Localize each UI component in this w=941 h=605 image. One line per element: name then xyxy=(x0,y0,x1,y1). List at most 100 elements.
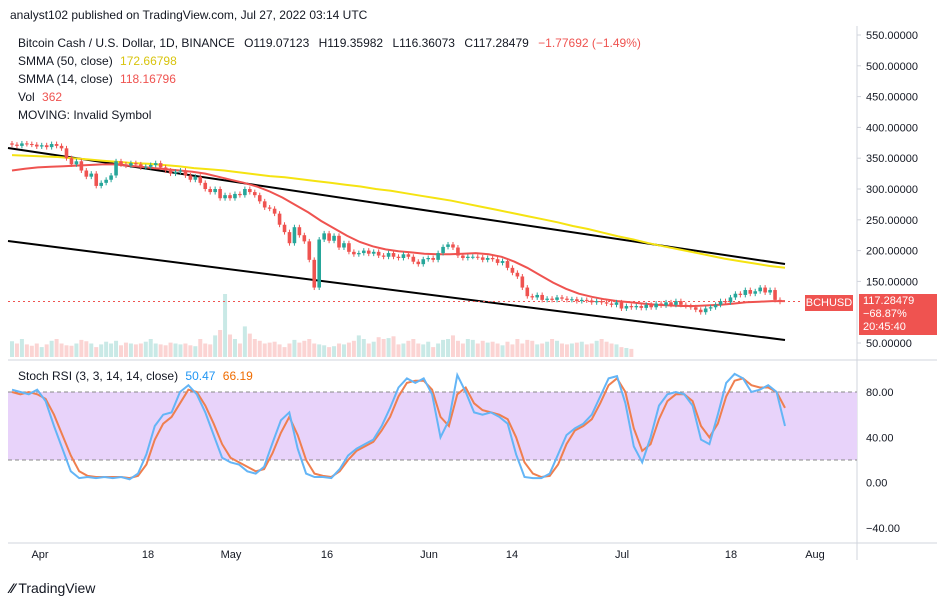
candle-body xyxy=(44,145,49,148)
candle-body xyxy=(485,257,490,260)
candle-body xyxy=(748,290,753,294)
candle-body xyxy=(589,300,594,303)
volume-bar xyxy=(599,339,604,357)
candle-body xyxy=(560,297,564,299)
candle-body xyxy=(114,161,118,176)
price-tick-label: 550.00000 xyxy=(866,30,918,42)
candle-body xyxy=(703,308,708,313)
volume-bar xyxy=(441,339,446,357)
candle-body xyxy=(555,297,559,300)
volume-bar xyxy=(64,345,69,357)
smma14-value: 118.16796 xyxy=(120,72,176,86)
candle-body xyxy=(575,299,579,302)
volume-bar xyxy=(485,342,490,357)
candle-body xyxy=(713,304,718,308)
volume-bar xyxy=(218,330,223,357)
candle-body xyxy=(634,306,639,308)
volume-bar xyxy=(19,339,24,357)
tradingview-icon: ⁄⁄ xyxy=(10,580,15,596)
volume-bar xyxy=(540,343,545,357)
volume-bar xyxy=(262,343,267,357)
volume-bar xyxy=(356,335,361,357)
volume-bar xyxy=(178,344,183,357)
candle-body xyxy=(679,301,683,305)
candle-body xyxy=(124,164,128,166)
stoch-rsi-label: Stoch RSI (3, 3, 14, 14, close) xyxy=(18,369,179,383)
volume-bar xyxy=(515,339,520,357)
symbol-title: Bitcoin Cash / U.S. Dollar, 1D, BINANCE xyxy=(18,36,235,50)
candle-body xyxy=(99,182,103,186)
pct-change: −68.87% xyxy=(863,308,907,320)
candle-body xyxy=(347,243,351,252)
candle-body xyxy=(614,302,619,305)
volume-bar xyxy=(237,343,242,357)
volume-legend[interactable]: Vol 362 xyxy=(18,90,62,104)
volume-bar xyxy=(460,343,465,357)
candle-body xyxy=(203,182,208,189)
volume-bar xyxy=(242,326,247,357)
volume-bar xyxy=(272,341,277,357)
candle-body xyxy=(515,272,520,277)
candle-body xyxy=(292,227,297,244)
candle-body xyxy=(441,246,445,254)
candle-body xyxy=(248,189,252,193)
candle-body xyxy=(629,306,634,308)
candle-body xyxy=(758,287,762,292)
volume-bar xyxy=(401,343,406,357)
candle-body xyxy=(778,299,782,302)
candle-body xyxy=(307,241,312,260)
volume-bar xyxy=(153,343,158,357)
time-tick-label: 18 xyxy=(725,549,737,561)
candle-body xyxy=(139,164,143,168)
volume-bar xyxy=(579,341,584,357)
candle-body xyxy=(743,290,748,295)
volume-bar xyxy=(535,344,540,357)
smma14-legend[interactable]: SMMA (14, close) 118.16796 xyxy=(18,72,176,86)
candle-body xyxy=(361,250,366,254)
candle-body xyxy=(565,298,569,300)
candle-body xyxy=(500,261,505,263)
stoch-rsi-legend[interactable]: Stoch RSI (3, 3, 14, 14, close) 50.47 66… xyxy=(18,369,253,383)
candle-body xyxy=(753,291,758,294)
volume-bar xyxy=(252,339,257,357)
volume-bar xyxy=(426,341,431,357)
volume-bar xyxy=(54,339,59,357)
price-tick-label: 250.00000 xyxy=(866,215,918,227)
candle-body xyxy=(39,145,44,147)
volume-bar xyxy=(99,344,104,357)
volume-bar xyxy=(104,341,109,357)
candle-body xyxy=(540,294,544,300)
candle-body xyxy=(599,301,604,303)
candle-body xyxy=(337,235,341,248)
candle-body xyxy=(669,302,673,305)
volume-bar xyxy=(589,343,594,357)
candle-body xyxy=(148,164,153,167)
volume-bar xyxy=(223,294,228,357)
volume-bar xyxy=(584,344,589,357)
candle-body xyxy=(401,254,406,258)
volume-bar xyxy=(287,343,292,357)
candle-body xyxy=(54,144,59,146)
volume-bar xyxy=(133,344,138,357)
candle-body xyxy=(252,192,257,196)
candle-body xyxy=(10,143,14,145)
candle-body xyxy=(475,256,480,258)
volume-bar xyxy=(559,343,564,357)
candle-body xyxy=(25,143,29,145)
candle-body xyxy=(297,227,302,236)
price-tick-label: 150.00000 xyxy=(866,276,918,288)
candle-body xyxy=(480,257,485,260)
time-tick-label: May xyxy=(221,549,242,561)
candle-body xyxy=(728,297,733,303)
volume-bar xyxy=(406,340,411,357)
volume-bar xyxy=(520,343,525,357)
candle-body xyxy=(391,253,396,257)
candle-body xyxy=(34,144,39,147)
candle-body xyxy=(624,306,629,309)
smma50-legend[interactable]: SMMA (50, close) 172.66798 xyxy=(18,54,177,68)
candle-body xyxy=(505,261,510,268)
volume-bar xyxy=(416,343,421,357)
tradingview-logo[interactable]: ⁄⁄ TradingView xyxy=(10,580,95,596)
moving-legend[interactable]: MOVING: Invalid Symbol xyxy=(18,108,151,122)
